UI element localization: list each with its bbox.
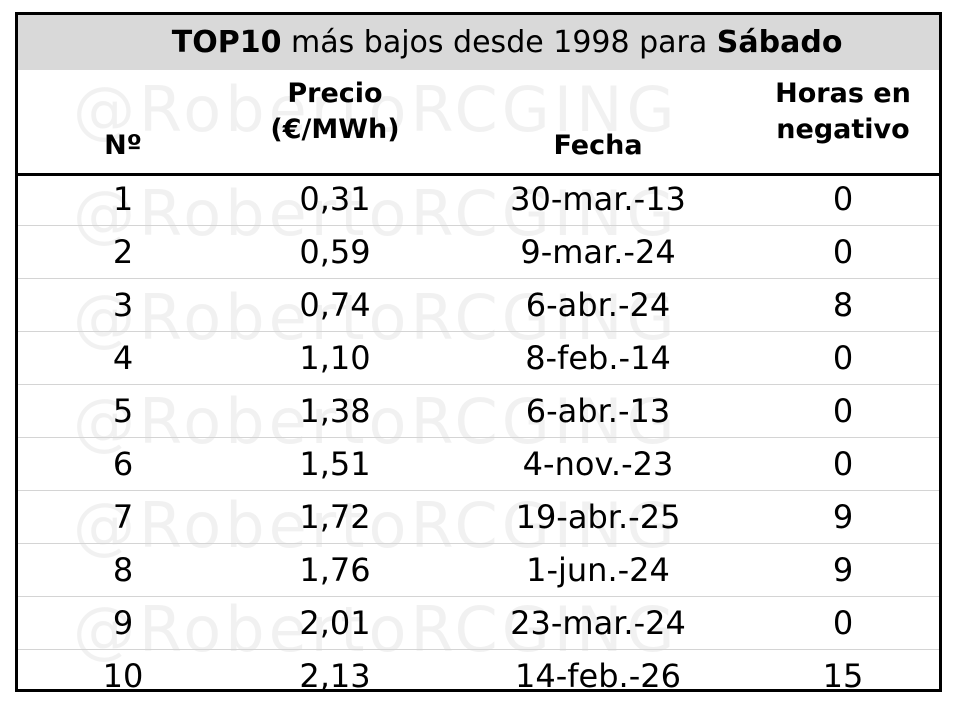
column-header-num: Nº — [104, 130, 142, 161]
cell-negative-hours: 0 — [832, 180, 854, 218]
cell-price: 0,59 — [299, 233, 371, 271]
table-row: 6 1,51 4-nov.-23 0 — [18, 438, 939, 491]
cell-price: 0,74 — [299, 286, 371, 324]
cell-negative-hours: 9 — [832, 551, 854, 589]
title-middle: más bajos desde 1998 para — [281, 25, 717, 60]
cell-num: 1 — [112, 180, 134, 218]
cell-negative-hours: 8 — [832, 286, 854, 324]
cell-num: 7 — [112, 498, 134, 536]
cell-date: 9-mar.-24 — [520, 233, 676, 271]
cell-price: 1,38 — [299, 392, 371, 430]
cell-negative-hours: 0 — [832, 233, 854, 271]
title-bold-suffix: Sábado — [716, 25, 843, 60]
cell-num: 5 — [112, 392, 134, 430]
table-header: Nº Precio (€/MWh) Fecha Horas en negativ… — [18, 70, 939, 176]
column-header-negative-hours: Horas en negativo — [743, 76, 939, 148]
cell-num: 4 — [112, 339, 134, 377]
cell-num: 9 — [112, 604, 134, 642]
cell-date: 6-abr.-13 — [525, 392, 671, 430]
table-row: 3 0,74 6-abr.-24 8 — [18, 279, 939, 332]
title-bold-prefix: TOP10 — [171, 25, 282, 60]
table-row: 9 2,01 23-mar.-24 0 — [18, 597, 939, 650]
cell-negative-hours: 0 — [832, 339, 854, 377]
cell-date: 23-mar.-24 — [510, 604, 686, 642]
table-row: 8 1,76 1-jun.-24 9 — [18, 544, 939, 597]
cell-negative-hours: 9 — [832, 498, 854, 536]
cell-negative-hours: 0 — [832, 445, 854, 483]
cell-negative-hours: 0 — [832, 392, 854, 430]
table-row: 5 1,38 6-abr.-13 0 — [18, 385, 939, 438]
column-header-neg-line2: negativo — [776, 114, 910, 145]
table-row: 10 2,13 14-feb.-26 15 — [18, 650, 939, 692]
column-header-price-line2: (€/MWh) — [270, 114, 400, 145]
column-header-price: Precio (€/MWh) — [235, 76, 435, 148]
cell-price: 1,76 — [299, 551, 371, 589]
column-header-neg-line1: Horas en — [775, 78, 911, 109]
table-frame: @RobertoRCGING @RobertoRCGING @RobertoRC… — [15, 12, 942, 692]
table-row: 1 0,31 30-mar.-13 0 — [18, 173, 939, 226]
cell-price: 1,72 — [299, 498, 371, 536]
column-header-date: Fecha — [553, 130, 643, 161]
cell-date: 6-abr.-24 — [525, 286, 671, 324]
cell-date: 4-nov.-23 — [522, 445, 674, 483]
cell-price: 1,10 — [299, 339, 371, 377]
cell-date: 19-abr.-25 — [515, 498, 681, 536]
cell-negative-hours: 15 — [822, 657, 864, 692]
table-body: 1 0,31 30-mar.-13 0 2 0,59 9-mar.-24 0 3… — [18, 173, 939, 692]
table-row: 7 1,72 19-abr.-25 9 — [18, 491, 939, 544]
cell-date: 30-mar.-13 — [510, 180, 686, 218]
cell-num: 2 — [112, 233, 134, 271]
cell-date: 14-feb.-26 — [515, 657, 681, 692]
cell-date: 8-feb.-14 — [525, 339, 671, 377]
cell-price: 2,01 — [299, 604, 371, 642]
table-row: 4 1,10 8-feb.-14 0 — [18, 332, 939, 385]
cell-negative-hours: 0 — [832, 604, 854, 642]
table-title: TOP10 más bajos desde 1998 para Sábado — [18, 15, 939, 70]
cell-price: 0,31 — [299, 180, 371, 218]
cell-num: 10 — [102, 657, 144, 692]
table-row: 2 0,59 9-mar.-24 0 — [18, 226, 939, 279]
cell-num: 8 — [112, 551, 134, 589]
cell-price: 2,13 — [299, 657, 371, 692]
cell-date: 1-jun.-24 — [526, 551, 670, 589]
column-header-price-line1: Precio — [287, 78, 383, 109]
cell-num: 3 — [112, 286, 134, 324]
cell-price: 1,51 — [299, 445, 371, 483]
cell-num: 6 — [112, 445, 134, 483]
